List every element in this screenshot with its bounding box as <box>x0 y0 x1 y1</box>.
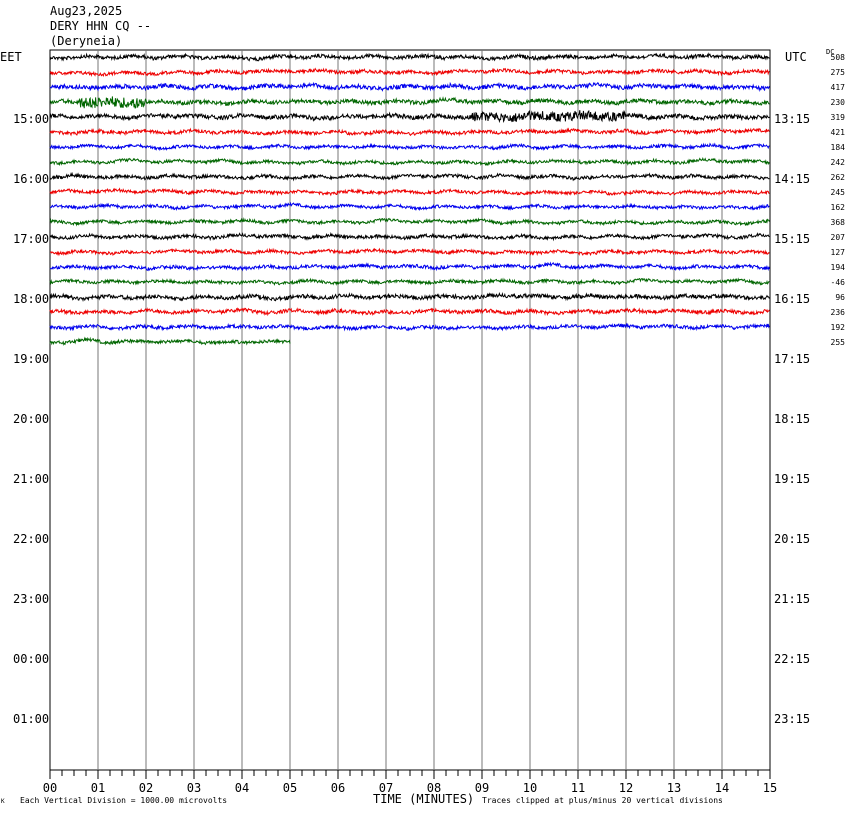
dc-offset-label: 508 <box>831 53 846 62</box>
x-tick-label-01: 01 <box>91 781 105 795</box>
dc-offset-label: 127 <box>831 248 846 257</box>
seismic-trace-16 <box>49 291 770 302</box>
dc-offset-label: 417 <box>831 83 846 92</box>
x-tick-label-00: 00 <box>43 781 57 795</box>
x-tick-label-07: 07 <box>379 781 393 795</box>
seismic-trace-18 <box>49 322 770 332</box>
seismic-trace-12 <box>49 231 770 242</box>
dc-offset-label: 242 <box>831 158 846 167</box>
seismic-trace-2 <box>49 81 770 92</box>
seismic-trace-8 <box>49 171 770 182</box>
x-tick-label-06: 06 <box>331 781 345 795</box>
dc-offset-label: 96 <box>835 293 845 302</box>
right-hour-label: 17:15 <box>774 352 810 366</box>
seismic-trace-5 <box>49 127 770 137</box>
record-date: Aug23,2025 <box>50 4 123 18</box>
dc-offset-label: 275 <box>831 68 846 77</box>
right-hour-label: 19:15 <box>774 472 810 486</box>
dc-offset-label: 262 <box>831 173 846 182</box>
seismic-trace-4 <box>49 109 770 124</box>
scale-key-mark: K <box>1 798 5 805</box>
right-hour-label: 18:15 <box>774 412 810 426</box>
x-tick-label-04: 04 <box>235 781 249 795</box>
seismic-trace-19 <box>49 336 291 346</box>
station-location: (Deryneia) <box>50 34 123 48</box>
right-timezone-label: UTC <box>785 50 807 64</box>
seismic-trace-7 <box>49 156 770 167</box>
left-hour-label: 00:00 <box>13 652 49 666</box>
seismic-trace-15 <box>49 277 770 286</box>
seismic-trace-10 <box>49 201 770 212</box>
dc-offset-label: 319 <box>831 113 846 122</box>
right-hour-label: 14:15 <box>774 172 810 186</box>
dc-offset-label: 192 <box>831 323 846 332</box>
x-tick-label-14: 14 <box>715 781 729 795</box>
plot-frame <box>49 49 771 771</box>
vertical-division-note: Each Vertical Division = 1000.00 microvo… <box>20 796 228 805</box>
dc-offset-label: 162 <box>831 203 846 212</box>
dc-offset-label: -46 <box>831 278 846 287</box>
x-tick-label-13: 13 <box>667 781 681 795</box>
seismic-trace-3 <box>49 96 770 109</box>
right-hour-label: 20:15 <box>774 532 810 546</box>
x-tick-label-12: 12 <box>619 781 633 795</box>
left-timezone-label: EET <box>0 50 22 64</box>
dc-offset-label: 230 <box>831 98 846 107</box>
left-hour-label: 01:00 <box>13 712 49 726</box>
dc-offset-label: 236 <box>831 308 846 317</box>
x-tick-label-09: 09 <box>475 781 489 795</box>
dc-offset-label: 207 <box>831 233 846 242</box>
x-tick-label-03: 03 <box>187 781 201 795</box>
dc-offset-label: 255 <box>831 338 846 347</box>
seismic-trace-0 <box>49 52 770 62</box>
right-hour-label: 23:15 <box>774 712 810 726</box>
left-hour-label: 16:00 <box>13 172 49 186</box>
x-tick-label-08: 08 <box>427 781 441 795</box>
seismic-trace-1 <box>49 67 770 78</box>
x-axis-title: TIME (MINUTES) <box>373 792 475 806</box>
left-hour-label: 20:00 <box>13 412 49 426</box>
right-hour-label: 21:15 <box>774 592 810 606</box>
left-hour-label: 19:00 <box>13 352 49 366</box>
dc-offset-heading: DC <box>826 48 835 56</box>
left-hour-label: 15:00 <box>13 112 49 126</box>
x-tick-label-15: 15 <box>763 781 777 795</box>
dc-offset-label: 368 <box>831 218 846 227</box>
dc-offset-label: 184 <box>831 143 846 152</box>
seismic-trace-13 <box>49 247 770 257</box>
left-hour-label: 18:00 <box>13 292 49 306</box>
seismic-trace-6 <box>49 142 770 152</box>
seismic-trace-9 <box>49 187 770 197</box>
left-hour-label: 17:00 <box>13 232 49 246</box>
dc-offset-label: 245 <box>831 188 846 197</box>
seismic-trace-11 <box>49 217 770 227</box>
right-hour-label: 16:15 <box>774 292 810 306</box>
left-hour-label: 21:00 <box>13 472 49 486</box>
right-hour-label: 13:15 <box>774 112 810 126</box>
left-hour-label: 22:00 <box>13 532 49 546</box>
seismic-trace-14 <box>49 261 770 272</box>
dc-offset-label: 194 <box>831 263 846 272</box>
x-tick-label-11: 11 <box>571 781 585 795</box>
x-tick-label-10: 10 <box>523 781 537 795</box>
station-code: DERY HHN CQ -- <box>50 19 152 33</box>
x-tick-label-02: 02 <box>139 781 153 795</box>
seismic-trace-17 <box>49 307 770 317</box>
dc-offset-label: 421 <box>831 128 846 137</box>
right-hour-label: 15:15 <box>774 232 810 246</box>
x-tick-label-05: 05 <box>283 781 297 795</box>
left-hour-label: 23:00 <box>13 592 49 606</box>
clipping-note: Traces clipped at plus/minus 20 vertical… <box>482 796 723 805</box>
right-hour-label: 22:15 <box>774 652 810 666</box>
